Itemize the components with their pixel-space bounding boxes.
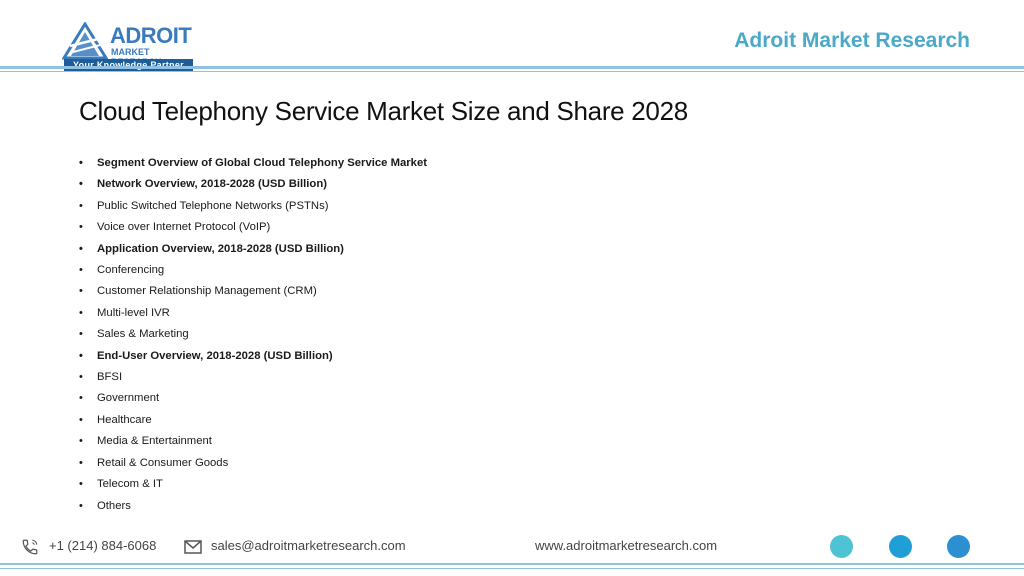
list-item: Customer Relationship Management (CRM) — [79, 281, 427, 303]
list-item: Public Switched Telephone Networks (PSTN… — [79, 196, 427, 218]
decor-dot-2 — [889, 535, 912, 558]
header-divider — [0, 66, 1024, 69]
adroit-logo: ADROIT MARKET RESEARCH Your Knowledge Pa… — [62, 22, 202, 74]
list-item: Media & Entertainment — [79, 431, 427, 453]
decor-dot-1 — [830, 535, 853, 558]
email-link[interactable]: sales@adroitmarketresearch.com — [211, 538, 406, 553]
list-item: Sales & Marketing — [79, 324, 427, 346]
phone-number[interactable]: +1 (214) 884-6068 — [49, 538, 157, 553]
list-item: Healthcare — [79, 410, 427, 432]
section-heading-item: End-User Overview, 2018-2028 (USD Billio… — [79, 346, 427, 368]
list-item: Others — [79, 496, 427, 518]
list-item: Voice over Internet Protocol (VoIP) — [79, 217, 427, 239]
phone-icon — [22, 539, 38, 555]
logo-name: ADROIT — [110, 23, 192, 48]
section-heading-item: Segment Overview of Global Cloud Telepho… — [79, 153, 427, 175]
list-item: Telecom & IT — [79, 474, 427, 496]
header-divider-thin — [0, 71, 1024, 72]
list-item: Multi-level IVR — [79, 303, 427, 325]
logo-triangle-icon — [62, 22, 108, 60]
list-item: BFSI — [79, 367, 427, 389]
section-heading-item: Network Overview, 2018-2028 (USD Billion… — [79, 174, 427, 196]
segment-list: Segment Overview of Global Cloud Telepho… — [79, 153, 427, 517]
list-item: Retail & Consumer Goods — [79, 453, 427, 475]
list-item: Conferencing — [79, 260, 427, 282]
footer: +1 (214) 884-6068 sales@adroitmarketrese… — [0, 532, 1024, 562]
mail-icon — [184, 540, 202, 554]
page-title: Cloud Telephony Service Market Size and … — [79, 96, 688, 126]
section-heading-item: Application Overview, 2018-2028 (USD Bil… — [79, 239, 427, 261]
website-link[interactable]: www.adroitmarketresearch.com — [535, 538, 718, 553]
list-item: Government — [79, 388, 427, 410]
decor-dot-3 — [947, 535, 970, 558]
footer-divider-thin — [0, 568, 1024, 569]
footer-divider — [0, 563, 1024, 565]
brand-name: Adroit Market Research — [734, 29, 970, 52]
